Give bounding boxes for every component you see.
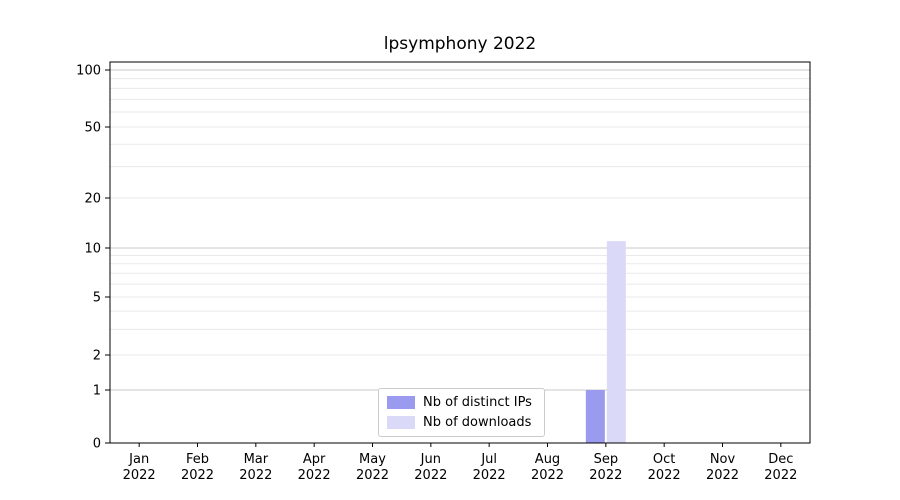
y-tick-label: 5 bbox=[93, 291, 101, 306]
x-tick-label: Dec 2022 bbox=[764, 452, 797, 483]
x-tick-label: Aug 2022 bbox=[531, 452, 564, 483]
x-tick-label: Feb 2022 bbox=[181, 452, 214, 483]
legend-swatch-distinct-ips bbox=[387, 396, 415, 409]
y-tick-label: 50 bbox=[84, 121, 101, 136]
x-tick-label: Jan 2022 bbox=[123, 452, 156, 483]
y-tick-label: 0 bbox=[93, 437, 101, 452]
x-tick-label: Nov 2022 bbox=[706, 452, 739, 483]
x-tick-label: Sep 2022 bbox=[589, 452, 622, 483]
chart-title: lpsymphony 2022 bbox=[383, 34, 537, 54]
bar-downloads bbox=[606, 241, 626, 443]
x-tick-label: Mar 2022 bbox=[239, 452, 272, 483]
legend-item-distinct-ips: Nb of distinct IPs bbox=[387, 395, 532, 410]
legend-label-downloads: Nb of downloads bbox=[423, 415, 532, 430]
legend: Nb of distinct IPs Nb of downloads bbox=[378, 388, 545, 437]
x-tick-label: Jun 2022 bbox=[414, 452, 447, 483]
x-tick-label: May 2022 bbox=[356, 452, 389, 483]
y-tick-label: 100 bbox=[76, 64, 101, 79]
y-tick-label: 10 bbox=[84, 242, 101, 257]
legend-swatch-downloads bbox=[387, 416, 415, 429]
x-tick-label: Apr 2022 bbox=[298, 452, 331, 483]
legend-label-distinct-ips: Nb of distinct IPs bbox=[423, 395, 532, 410]
legend-item-downloads: Nb of downloads bbox=[387, 415, 532, 430]
bar-distinct-ips bbox=[585, 390, 605, 443]
x-tick-label: Oct 2022 bbox=[648, 452, 681, 483]
y-tick-label: 2 bbox=[93, 349, 101, 364]
x-tick-label: Jul 2022 bbox=[473, 452, 506, 483]
plot-border bbox=[109, 61, 811, 444]
y-tick-label: 1 bbox=[93, 384, 101, 399]
y-tick-label: 20 bbox=[84, 192, 101, 207]
